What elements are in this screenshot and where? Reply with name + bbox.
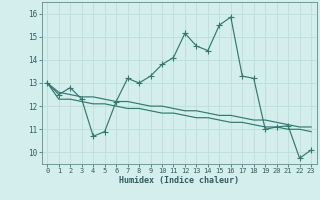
X-axis label: Humidex (Indice chaleur): Humidex (Indice chaleur) bbox=[119, 176, 239, 185]
